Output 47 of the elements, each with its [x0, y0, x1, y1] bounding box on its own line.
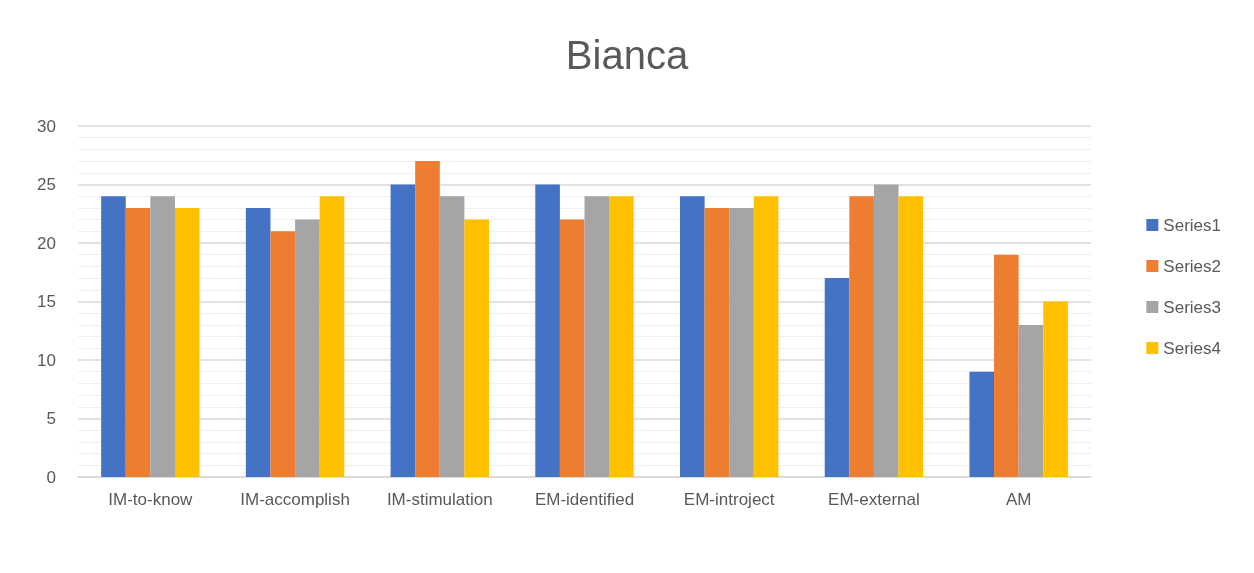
- bar: [994, 254, 1019, 477]
- x-tick-label: AM: [1005, 490, 1032, 509]
- bar: [559, 219, 585, 477]
- legend-label: Series2: [1163, 256, 1221, 276]
- x-tick-label: IM-stimulation: [386, 490, 493, 509]
- x-tick-label: EM-introject: [683, 490, 775, 509]
- bar: [753, 196, 779, 477]
- bar: [125, 207, 151, 477]
- bar: [729, 207, 754, 477]
- y-tick-label: 15: [37, 292, 56, 311]
- bar: [535, 184, 560, 477]
- x-tick-label: IM-to-know: [108, 490, 194, 509]
- bar: [390, 184, 416, 477]
- bar: [415, 161, 440, 477]
- bar: [101, 196, 126, 477]
- bar: [849, 196, 874, 477]
- y-tick-label: 20: [37, 233, 56, 253]
- bar: [609, 196, 634, 477]
- bar: [174, 207, 200, 477]
- bar: [873, 184, 899, 477]
- chart-title: Bianca: [565, 33, 689, 77]
- bar: [824, 278, 850, 477]
- bar: [295, 219, 320, 477]
- bar: [898, 196, 924, 477]
- bar: [680, 196, 705, 477]
- legend-label: Series1: [1163, 215, 1221, 235]
- bar: [439, 196, 465, 477]
- x-tick-label: EM-external: [828, 490, 920, 509]
- bar: [704, 207, 730, 477]
- y-tick-label: 30: [37, 116, 56, 136]
- bar: [464, 219, 489, 477]
- y-tick-label: 25: [37, 175, 56, 194]
- bar: [584, 196, 610, 477]
- x-tick-label: IM-accomplish: [240, 490, 350, 509]
- bar: [245, 207, 271, 477]
- y-tick-label: 10: [37, 350, 56, 370]
- bar: [319, 196, 345, 477]
- bar: [150, 196, 175, 477]
- bar: [270, 231, 296, 477]
- y-tick-label: 5: [46, 409, 56, 428]
- bar: [969, 371, 995, 477]
- y-tick-label: 0: [46, 467, 56, 487]
- legend-label: Series4: [1163, 338, 1221, 358]
- bar: [1043, 301, 1068, 477]
- bar: [1018, 324, 1044, 477]
- x-tick-label: EM-identified: [534, 490, 635, 509]
- legend-label: Series3: [1163, 297, 1221, 317]
